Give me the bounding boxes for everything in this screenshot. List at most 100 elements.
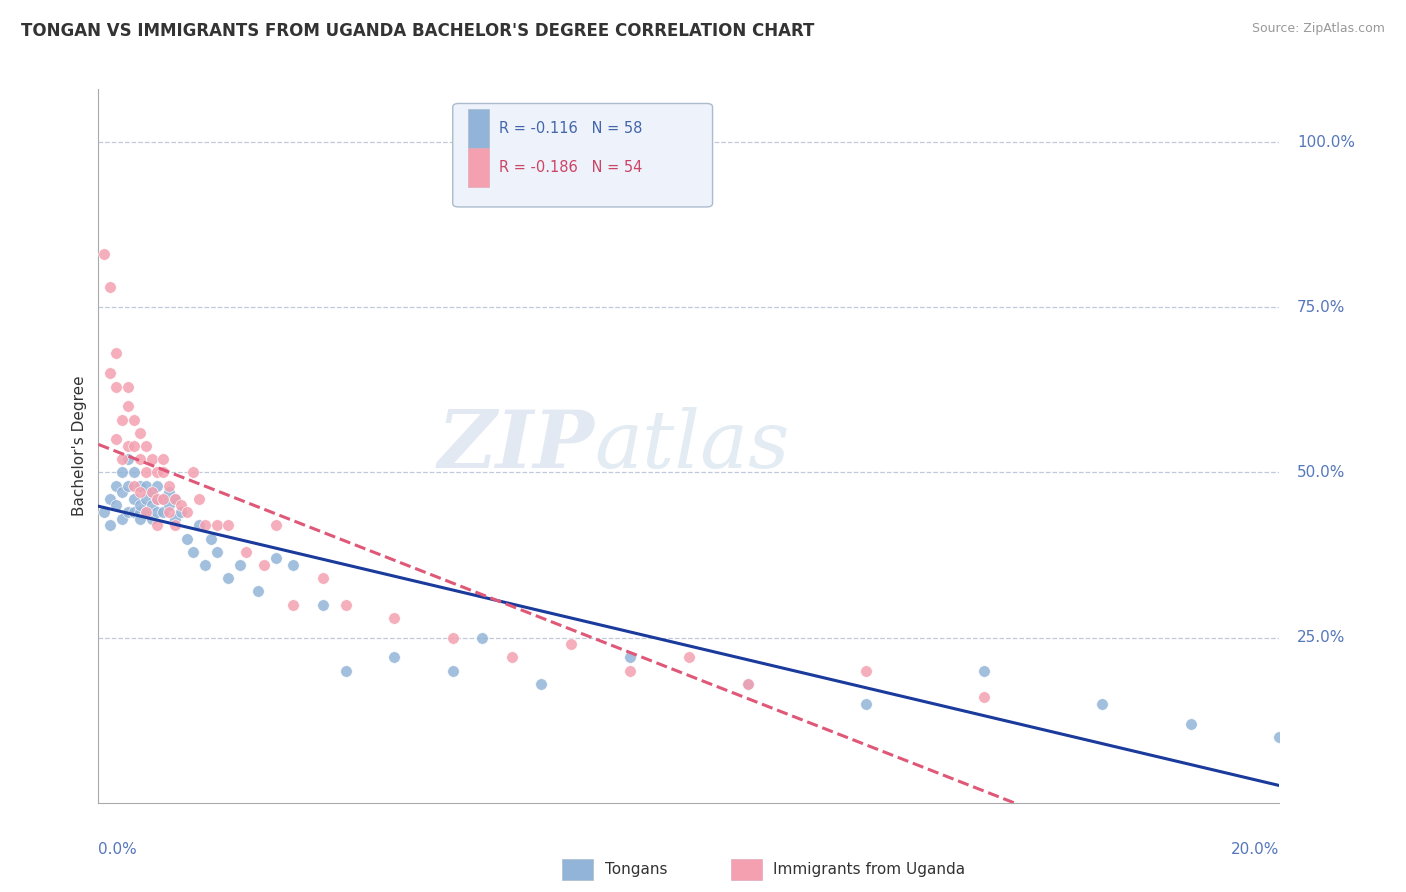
Point bbox=[122, 466, 145, 480]
Point bbox=[157, 485, 180, 500]
Point bbox=[176, 505, 198, 519]
Text: R = -0.186   N = 54: R = -0.186 N = 54 bbox=[499, 161, 643, 175]
Point bbox=[382, 650, 405, 665]
Point bbox=[165, 518, 187, 533]
Point bbox=[141, 485, 163, 500]
Text: 0.0%: 0.0% bbox=[98, 842, 138, 857]
Point bbox=[246, 584, 269, 599]
Point bbox=[135, 505, 157, 519]
Point bbox=[146, 491, 169, 506]
Point bbox=[146, 478, 169, 492]
Point bbox=[152, 452, 174, 467]
Point bbox=[157, 505, 180, 519]
Point bbox=[1180, 716, 1202, 731]
Point bbox=[973, 690, 995, 704]
Point bbox=[146, 505, 169, 519]
Point bbox=[235, 545, 257, 559]
Point bbox=[152, 491, 174, 506]
Point bbox=[122, 505, 145, 519]
Point bbox=[98, 367, 121, 381]
Point bbox=[122, 491, 145, 506]
Point bbox=[335, 664, 357, 678]
Point bbox=[619, 664, 641, 678]
Point bbox=[93, 505, 115, 519]
Text: 75.0%: 75.0% bbox=[1298, 300, 1346, 315]
Point bbox=[117, 452, 139, 467]
Point bbox=[98, 280, 121, 294]
Point bbox=[111, 511, 134, 525]
Point bbox=[105, 346, 128, 360]
Point bbox=[264, 518, 287, 533]
Point bbox=[737, 677, 759, 691]
Point bbox=[973, 664, 995, 678]
Point bbox=[128, 485, 150, 500]
Point bbox=[146, 491, 169, 506]
Point bbox=[128, 505, 150, 519]
Point bbox=[217, 571, 239, 585]
Point bbox=[111, 485, 134, 500]
Point bbox=[205, 518, 228, 533]
Point bbox=[98, 491, 121, 506]
Point bbox=[98, 518, 121, 533]
Point bbox=[678, 650, 700, 665]
Point bbox=[471, 631, 494, 645]
Point bbox=[530, 677, 553, 691]
Point bbox=[135, 478, 157, 492]
Point bbox=[122, 412, 145, 426]
Point bbox=[117, 400, 139, 414]
Point bbox=[135, 466, 157, 480]
Text: Tongans: Tongans bbox=[605, 863, 666, 877]
Point bbox=[141, 485, 163, 500]
Point bbox=[283, 558, 305, 572]
Point bbox=[441, 664, 464, 678]
Point bbox=[105, 478, 128, 492]
Point bbox=[253, 558, 276, 572]
Point bbox=[141, 499, 163, 513]
Point bbox=[128, 511, 150, 525]
Point bbox=[135, 439, 157, 453]
Point bbox=[229, 558, 252, 572]
Point bbox=[157, 499, 180, 513]
Point bbox=[105, 499, 128, 513]
Point bbox=[117, 439, 139, 453]
Point bbox=[217, 518, 239, 533]
Point bbox=[312, 571, 335, 585]
Point bbox=[170, 499, 193, 513]
Point bbox=[382, 611, 405, 625]
Point bbox=[165, 491, 187, 506]
Point bbox=[1268, 730, 1291, 744]
Text: Source: ZipAtlas.com: Source: ZipAtlas.com bbox=[1251, 22, 1385, 36]
Point bbox=[152, 466, 174, 480]
Point bbox=[135, 505, 157, 519]
Point bbox=[111, 412, 134, 426]
Point bbox=[619, 650, 641, 665]
Text: ZIP: ZIP bbox=[437, 408, 595, 484]
FancyBboxPatch shape bbox=[468, 109, 489, 148]
Text: atlas: atlas bbox=[595, 408, 790, 484]
Point bbox=[105, 433, 128, 447]
Point bbox=[117, 379, 139, 393]
Point bbox=[111, 466, 134, 480]
Point bbox=[122, 439, 145, 453]
Point bbox=[165, 511, 187, 525]
Point bbox=[146, 518, 169, 533]
Text: Immigrants from Uganda: Immigrants from Uganda bbox=[773, 863, 966, 877]
Text: 50.0%: 50.0% bbox=[1298, 465, 1346, 480]
Point bbox=[335, 598, 357, 612]
Point bbox=[283, 598, 305, 612]
Text: 25.0%: 25.0% bbox=[1298, 630, 1346, 645]
Point bbox=[181, 545, 204, 559]
FancyBboxPatch shape bbox=[453, 103, 713, 207]
Point bbox=[152, 491, 174, 506]
Point bbox=[93, 247, 115, 261]
Text: TONGAN VS IMMIGRANTS FROM UGANDA BACHELOR'S DEGREE CORRELATION CHART: TONGAN VS IMMIGRANTS FROM UGANDA BACHELO… bbox=[21, 22, 814, 40]
FancyBboxPatch shape bbox=[468, 148, 489, 187]
Point bbox=[737, 677, 759, 691]
Point bbox=[135, 491, 157, 506]
Point bbox=[111, 452, 134, 467]
Point bbox=[181, 466, 204, 480]
Point bbox=[157, 478, 180, 492]
Text: 100.0%: 100.0% bbox=[1298, 135, 1355, 150]
Point bbox=[176, 532, 198, 546]
Point bbox=[128, 499, 150, 513]
